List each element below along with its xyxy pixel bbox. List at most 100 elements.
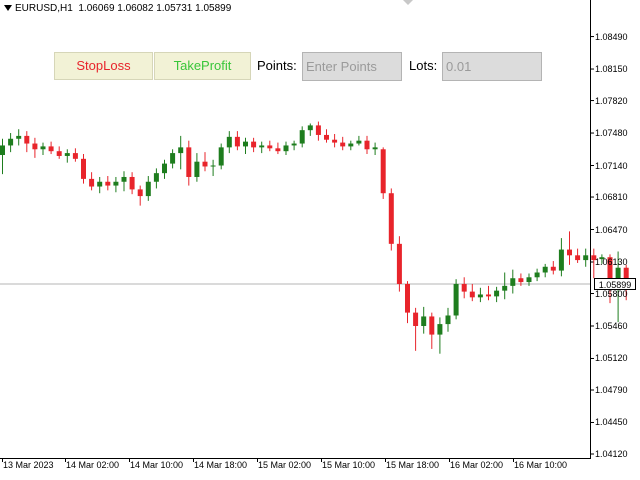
lots-label: Lots:	[409, 58, 438, 73]
candle-body	[89, 178, 95, 187]
candle	[453, 279, 459, 320]
candle-body	[526, 277, 532, 283]
candle	[405, 281, 410, 324]
candle	[202, 152, 208, 172]
candle	[72, 148, 78, 162]
candle	[129, 172, 135, 195]
candle	[340, 136, 346, 151]
candle-body	[202, 161, 208, 167]
candle	[170, 149, 176, 169]
ohlc-values: 1.06069 1.06082 1.05731 1.05899	[78, 3, 232, 14]
stoploss-button[interactable]: StopLoss	[54, 52, 153, 80]
candle-body	[291, 143, 297, 146]
candle	[534, 268, 540, 282]
candle	[332, 133, 338, 148]
candle	[413, 307, 419, 351]
candle-body	[599, 257, 605, 260]
candle-body	[372, 147, 378, 150]
candle-body	[81, 158, 86, 179]
candle-body	[121, 176, 127, 182]
candle	[315, 121, 321, 141]
candle-body	[16, 135, 22, 139]
candle-body	[210, 165, 216, 167]
candle	[356, 135, 362, 146]
candle-body	[218, 147, 224, 166]
price-tick-label: 1.04450	[595, 417, 628, 428]
candle-body	[129, 176, 135, 190]
candle-body	[226, 136, 232, 148]
candle-body	[429, 316, 435, 335]
candle-body	[477, 294, 483, 298]
candle-body	[275, 148, 281, 152]
price-tick-label: 1.04120	[595, 449, 628, 459]
candle-body	[332, 139, 338, 143]
candle-body	[567, 249, 572, 256]
chart-shift-marker-icon[interactable]	[403, 0, 413, 5]
candle-body	[113, 181, 119, 186]
time-tick-label: 15 Mar 18:00	[386, 460, 440, 470]
candle	[226, 131, 232, 154]
candle-body	[413, 312, 419, 326]
candle	[461, 277, 467, 299]
price-tick-label: 1.08150	[595, 64, 628, 75]
candle	[558, 238, 564, 277]
candle	[186, 140, 192, 186]
candle	[81, 154, 86, 184]
dropdown-arrow-icon	[4, 5, 12, 12]
time-tick-label: 16 Mar 02:00	[450, 460, 504, 470]
candle-body	[518, 278, 524, 283]
candle-body	[170, 153, 176, 164]
price-tick-label: 1.05800	[595, 288, 628, 299]
candle-body	[186, 147, 192, 177]
candle	[437, 317, 443, 354]
candle	[56, 146, 62, 159]
price-tick-label: 1.05120	[595, 353, 628, 364]
price-tick-label: 1.08490	[595, 31, 628, 42]
candle	[510, 269, 516, 294]
candle	[283, 141, 289, 156]
lots-input[interactable]	[442, 52, 542, 81]
candle-body	[502, 285, 508, 291]
candle	[526, 273, 532, 286]
candle	[178, 135, 184, 170]
candle-body	[453, 283, 459, 316]
candle-body	[623, 267, 629, 284]
candle-body	[162, 163, 167, 174]
candle-body	[48, 146, 54, 152]
candle-body	[97, 181, 103, 187]
candle	[591, 248, 597, 279]
candle	[275, 142, 281, 155]
price-tick-label: 1.06810	[595, 192, 628, 203]
candle-body	[469, 291, 475, 298]
candle	[137, 185, 143, 206]
candle	[567, 231, 572, 265]
price-tick-label: 1.04790	[595, 384, 628, 395]
candle	[550, 261, 556, 275]
points-input[interactable]	[302, 52, 402, 81]
candle-body	[32, 143, 38, 150]
candle	[113, 176, 119, 193]
candle-body	[348, 143, 354, 147]
candle-body	[251, 141, 257, 148]
candle-body	[56, 151, 62, 156]
candle-body	[0, 145, 5, 156]
takeprofit-button[interactable]: TakeProfit	[154, 52, 251, 80]
candle	[291, 140, 297, 151]
candle	[64, 149, 70, 163]
candle	[259, 141, 265, 154]
current-price-label: 1.05899	[594, 278, 636, 290]
candle	[121, 171, 127, 192]
candle	[421, 306, 427, 334]
candle	[348, 140, 354, 151]
candle-body	[283, 145, 289, 152]
candle	[40, 142, 46, 156]
candle	[372, 142, 378, 156]
time-tick-label: 14 Mar 18:00	[194, 460, 248, 470]
candle	[210, 159, 216, 177]
candle-body	[137, 189, 143, 197]
candle-body	[153, 173, 159, 182]
candle-body	[299, 130, 305, 144]
price-tick-label: 1.07140	[595, 160, 628, 171]
